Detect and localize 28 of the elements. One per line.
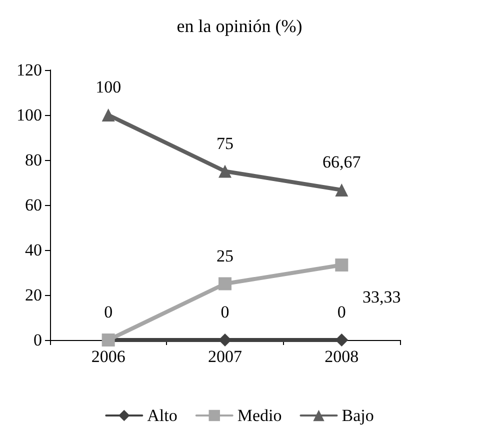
- y-tick-label: 40: [25, 240, 42, 260]
- data-label: 0: [104, 302, 113, 322]
- point: [218, 277, 232, 290]
- x-tick-label: 2007: [208, 347, 242, 366]
- point: [218, 164, 232, 178]
- data-label: 100: [96, 78, 122, 96]
- x-tick-label: 2006: [91, 347, 126, 366]
- chart-title: en la opinión (%): [176, 16, 302, 36]
- point: [335, 183, 348, 196]
- data-label: 66,67: [322, 152, 362, 172]
- x-tick-label: 2008: [324, 347, 359, 366]
- y-tick-label: 20: [25, 286, 42, 304]
- point: [102, 108, 115, 122]
- data-label: 0: [337, 302, 346, 322]
- legend-label: Medio: [237, 406, 282, 425]
- data-label: 0: [220, 302, 230, 322]
- y-tick-label: 0: [34, 330, 42, 350]
- point: [335, 334, 348, 346]
- y-tick-label: 100: [16, 106, 42, 124]
- legend-label: Bajo: [342, 406, 374, 425]
- data-label: 75: [216, 134, 234, 153]
- legend-label: Alto: [147, 406, 178, 425]
- y-tick-label: 60: [25, 196, 42, 214]
- point: [335, 258, 348, 272]
- y-tick-label: 120: [16, 60, 42, 80]
- data-label: 25: [216, 246, 234, 266]
- data-label: 33,33: [362, 288, 401, 307]
- y-tick-label: 80: [25, 150, 42, 170]
